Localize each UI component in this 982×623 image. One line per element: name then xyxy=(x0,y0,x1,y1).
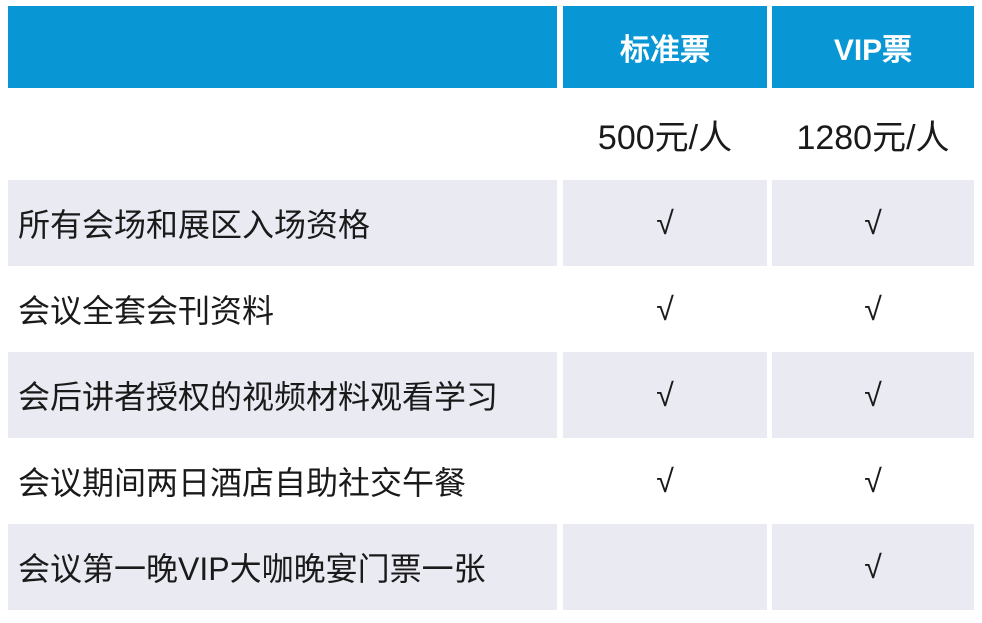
vip-check-cell: √ xyxy=(772,438,974,524)
column-divider xyxy=(557,180,563,266)
column-divider xyxy=(557,352,563,438)
standard-price: 500元/人 xyxy=(563,88,767,180)
vip-price: 1280元/人 xyxy=(772,88,974,180)
table-header-row: 标准票 VIP票 xyxy=(8,6,974,88)
standard-check-cell: √ xyxy=(563,180,767,266)
price-blank-cell xyxy=(8,88,557,180)
price-row: 500元/人 1280元/人 xyxy=(8,88,974,180)
row-label: 所有会场和展区入场资格 xyxy=(8,180,557,266)
column-divider xyxy=(767,88,772,180)
column-divider xyxy=(557,524,563,610)
standard-check-cell: √ xyxy=(563,266,767,352)
row-label: 会后讲者授权的视频材料观看学习 xyxy=(8,352,557,438)
header-cell-vip: VIP票 xyxy=(772,6,974,88)
table-row: 所有会场和展区入场资格 √ √ xyxy=(8,180,974,266)
standard-check-cell: √ xyxy=(563,352,767,438)
column-divider xyxy=(767,180,772,266)
header-cell-standard: 标准票 xyxy=(563,6,767,88)
column-divider xyxy=(557,6,563,88)
column-divider xyxy=(767,438,772,524)
row-label: 会议第一晚VIP大咖晚宴门票一张 xyxy=(8,524,557,610)
column-divider xyxy=(767,266,772,352)
standard-check-cell: √ xyxy=(563,438,767,524)
column-divider xyxy=(557,266,563,352)
standard-check-cell xyxy=(563,524,767,610)
table-row: 会议全套会刊资料 √ √ xyxy=(8,266,974,352)
table-row: 会后讲者授权的视频材料观看学习 √ √ xyxy=(8,352,974,438)
vip-check-cell: √ xyxy=(772,352,974,438)
table-row: 会议第一晚VIP大咖晚宴门票一张 √ xyxy=(8,524,974,610)
column-divider xyxy=(767,352,772,438)
column-divider xyxy=(557,88,563,180)
vip-check-cell: √ xyxy=(772,524,974,610)
row-label: 会议期间两日酒店自助社交午餐 xyxy=(8,438,557,524)
row-label: 会议全套会刊资料 xyxy=(8,266,557,352)
vip-check-cell: √ xyxy=(772,266,974,352)
column-divider xyxy=(767,524,772,610)
table-row: 会议期间两日酒店自助社交午餐 √ √ xyxy=(8,438,974,524)
column-divider xyxy=(557,438,563,524)
column-divider xyxy=(767,6,772,88)
vip-check-cell: √ xyxy=(772,180,974,266)
header-cell-blank xyxy=(8,6,557,88)
